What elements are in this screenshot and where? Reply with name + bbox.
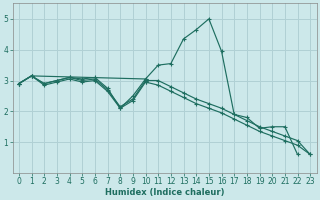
- X-axis label: Humidex (Indice chaleur): Humidex (Indice chaleur): [105, 188, 224, 197]
